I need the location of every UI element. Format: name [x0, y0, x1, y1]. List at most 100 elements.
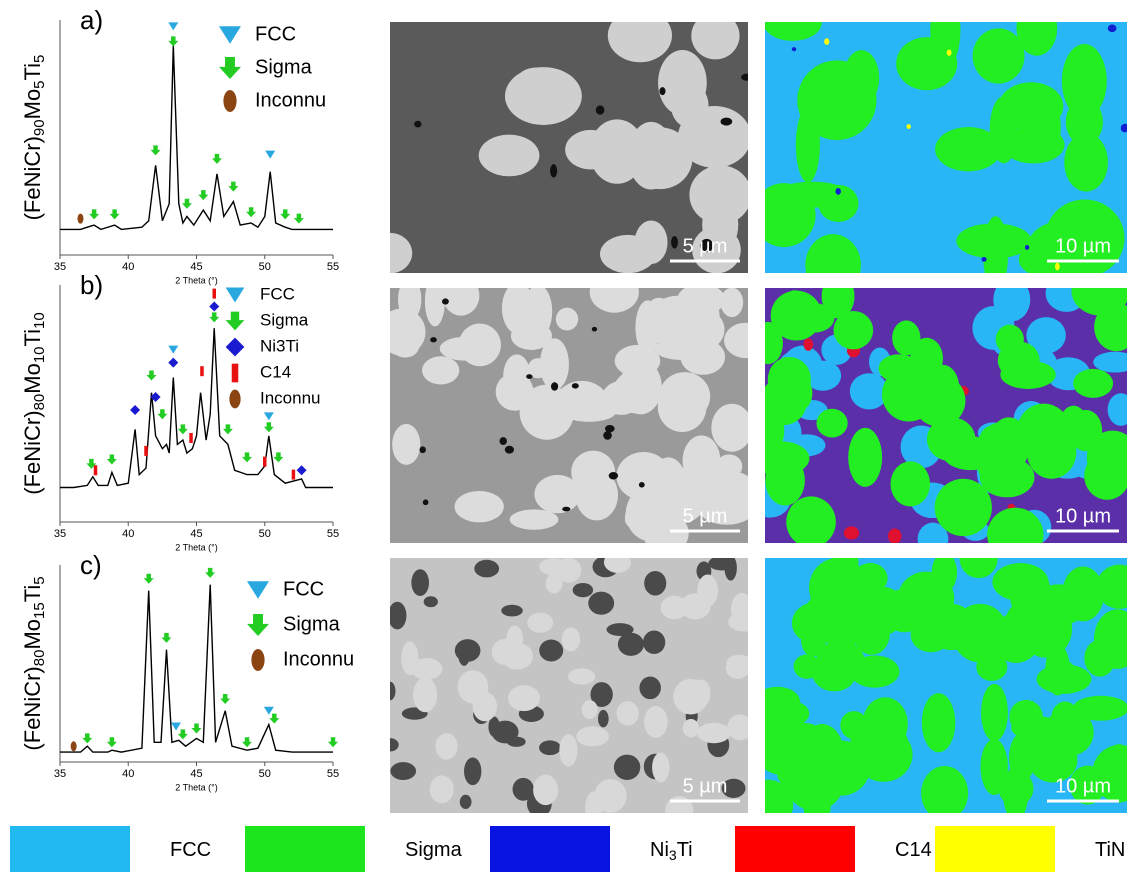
phase-region [561, 627, 581, 652]
y-axis-title-part: Ti [20, 329, 45, 347]
peak-marker [296, 465, 307, 476]
phase-region [588, 591, 615, 615]
peak-marker [82, 733, 93, 744]
phase-region [1107, 24, 1117, 33]
phase-region [474, 559, 500, 578]
phase-region [411, 658, 443, 680]
phase-region [848, 427, 883, 487]
phase-region [896, 37, 958, 91]
y-axis-title-part: Mo [20, 619, 45, 650]
phase-region [785, 752, 845, 811]
phase-region [934, 478, 992, 537]
legend-label-part: C14 [895, 839, 932, 861]
phase-region [464, 757, 482, 786]
phase-region [1016, 22, 1058, 56]
phase-region [391, 336, 419, 358]
phase-region [526, 374, 533, 379]
legend-symbol [247, 614, 269, 636]
phase-region [992, 301, 1017, 327]
y-axis-title: (FeNiCr)90Mo5Ti5 [20, 55, 48, 221]
legend-label: Inconnu [283, 648, 354, 670]
peak-marker [246, 207, 257, 218]
phase-region [491, 720, 519, 744]
peak-marker [273, 452, 284, 463]
x-tick-label: 50 [259, 261, 271, 273]
phase-region [614, 344, 661, 377]
phase-region [1000, 360, 1056, 389]
phase-region [671, 235, 678, 249]
scale-bar-label: 10 µm [1055, 775, 1111, 797]
phase-region [472, 691, 497, 722]
legend-label: FCC [170, 839, 211, 861]
x-tick-label: 55 [327, 261, 339, 273]
phase-region [589, 119, 645, 184]
x-tick-label: 50 [259, 768, 271, 780]
peak-marker [130, 404, 141, 415]
legend-swatch [10, 826, 130, 872]
peak-marker [146, 370, 157, 381]
phase-region [591, 326, 598, 332]
phase-region [644, 706, 668, 738]
phase-region [556, 380, 608, 422]
phase-region [599, 234, 656, 273]
phase-region [711, 403, 748, 452]
phase-region [533, 774, 559, 806]
sem-image [390, 288, 748, 543]
phase-region [767, 356, 811, 402]
x-tick-label: 45 [190, 528, 202, 540]
phase-region [805, 234, 861, 273]
phase-region [603, 431, 612, 440]
x-axis-title: 2 Theta (°) [175, 782, 217, 792]
phase-region [555, 307, 579, 331]
phase-region [539, 740, 561, 756]
phase-region [1073, 368, 1114, 398]
phase-region [568, 668, 596, 685]
y-axis-title: (FeNiCr)80Mo15Ti5 [20, 576, 48, 750]
peak-marker [106, 454, 117, 465]
phase-region [534, 474, 581, 514]
phase-region [1009, 699, 1043, 734]
scale-bar-label: 10 µm [1055, 505, 1111, 527]
phase-region [976, 652, 1008, 682]
phase-region [682, 718, 700, 738]
legend-symbol [223, 90, 237, 112]
phase-region [424, 288, 445, 327]
phase-region [1026, 317, 1066, 354]
phase-region [700, 238, 714, 253]
peak-marker [242, 737, 253, 748]
phase-region [696, 722, 731, 744]
phase-region [741, 73, 748, 81]
phase-region [501, 604, 523, 617]
phase-region [1008, 732, 1036, 783]
phase-region [1084, 451, 1127, 500]
phase-region [835, 188, 841, 195]
phase-region [1051, 701, 1079, 734]
phase-region [652, 752, 670, 783]
phase-region [539, 338, 569, 391]
phase-region [1024, 245, 1030, 250]
legend-label: FCC [255, 23, 296, 45]
y-axis-title-part: (FeNiCr) [20, 410, 45, 494]
phase-region [430, 337, 437, 343]
phase-region [590, 682, 613, 707]
legend-label-part: Ni [650, 839, 669, 861]
peak-marker [157, 409, 168, 420]
phase-region [926, 364, 960, 409]
phase-region [850, 721, 893, 766]
phase-region [724, 322, 748, 359]
phase-region [1096, 564, 1127, 609]
y-axis-title-part: 10 [31, 312, 48, 329]
xrd-curve [60, 328, 333, 489]
phase-region [613, 754, 641, 780]
phase-region [724, 558, 737, 581]
peak-marker [293, 213, 304, 224]
phase-region [815, 640, 865, 685]
phase-region [419, 446, 426, 454]
peak-marker [77, 213, 84, 224]
phase-region [1055, 262, 1060, 271]
phase-region [921, 693, 956, 753]
phase-region [921, 765, 969, 813]
phase-region [989, 96, 1018, 164]
peak-marker [263, 422, 274, 433]
peak-marker [144, 445, 148, 456]
